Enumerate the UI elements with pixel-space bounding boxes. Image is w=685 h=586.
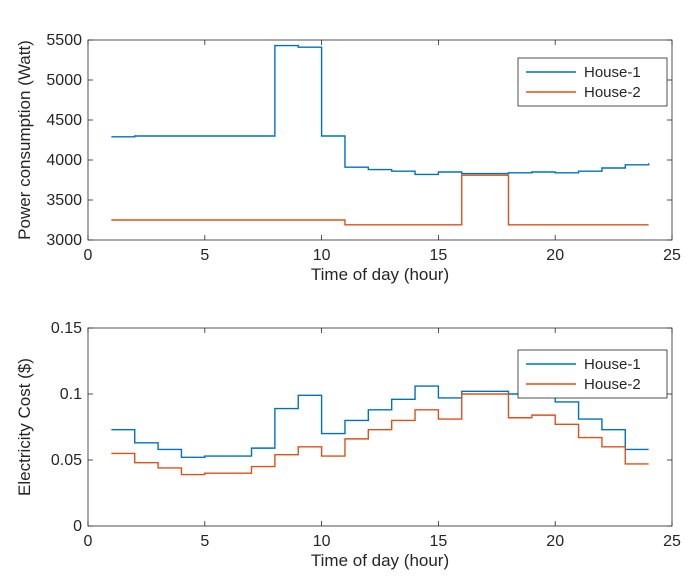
x-tick-label: 20 xyxy=(546,247,564,264)
x-tick-label: 15 xyxy=(430,247,448,264)
legend-label: House-1 xyxy=(584,356,641,373)
y-tick-label: 3500 xyxy=(46,192,82,209)
x-axis-label: Time of day (hour) xyxy=(311,265,449,284)
y-axis-label: Electricity Cost ($) xyxy=(15,358,34,496)
series-line-house-2 xyxy=(111,393,649,476)
x-tick-label: 5 xyxy=(200,533,209,550)
legend: House-1 House-2 xyxy=(517,349,668,399)
series-line-house-1 xyxy=(111,385,649,459)
x-tick-label: 0 xyxy=(84,247,93,264)
legend-label: House-2 xyxy=(584,84,641,101)
x-tick-label: 20 xyxy=(546,533,564,550)
legend-label: House-1 xyxy=(584,64,641,81)
y-tick-label: 3000 xyxy=(46,232,82,249)
x-tick-label: 15 xyxy=(430,533,448,550)
x-tick-label: 10 xyxy=(313,247,331,264)
series-line-house-1 xyxy=(111,44,650,176)
electricity-cost-chart: 0 5 10 15 20 25 0 0.05 0.1 0.15 Time of day (hour)… xyxy=(15,320,681,570)
y-tick-label: 0.15 xyxy=(51,320,82,337)
legend: House-1 House-2 xyxy=(517,57,668,107)
y-tick-label: 5000 xyxy=(46,72,82,89)
series-line-house-2 xyxy=(111,174,649,226)
x-tick-label: 5 xyxy=(200,247,209,264)
x-tick-label: 10 xyxy=(313,533,331,550)
x-tick-label: 0 xyxy=(84,533,93,550)
x-tick-label: 25 xyxy=(663,247,681,264)
y-axis-label: Power consumption (Watt) xyxy=(15,40,34,240)
y-tick-label: 0 xyxy=(73,518,82,535)
y-tick-label: 4000 xyxy=(46,152,82,169)
x-tick-label: 25 xyxy=(663,533,681,550)
power-consumption-chart: 0 5 10 15 20 25 3000 3500 4000 4500 5000 5500 Time o… xyxy=(15,32,681,284)
y-tick-label: 4500 xyxy=(46,112,82,129)
legend-box xyxy=(517,349,668,399)
legend-box xyxy=(517,57,668,107)
y-tick-label: 0.05 xyxy=(51,452,82,469)
legend-label: House-2 xyxy=(584,376,641,393)
y-tick-label: 0.1 xyxy=(60,386,82,403)
y-tick-label: 5500 xyxy=(46,32,82,49)
x-axis-label: Time of day (hour) xyxy=(311,551,449,570)
